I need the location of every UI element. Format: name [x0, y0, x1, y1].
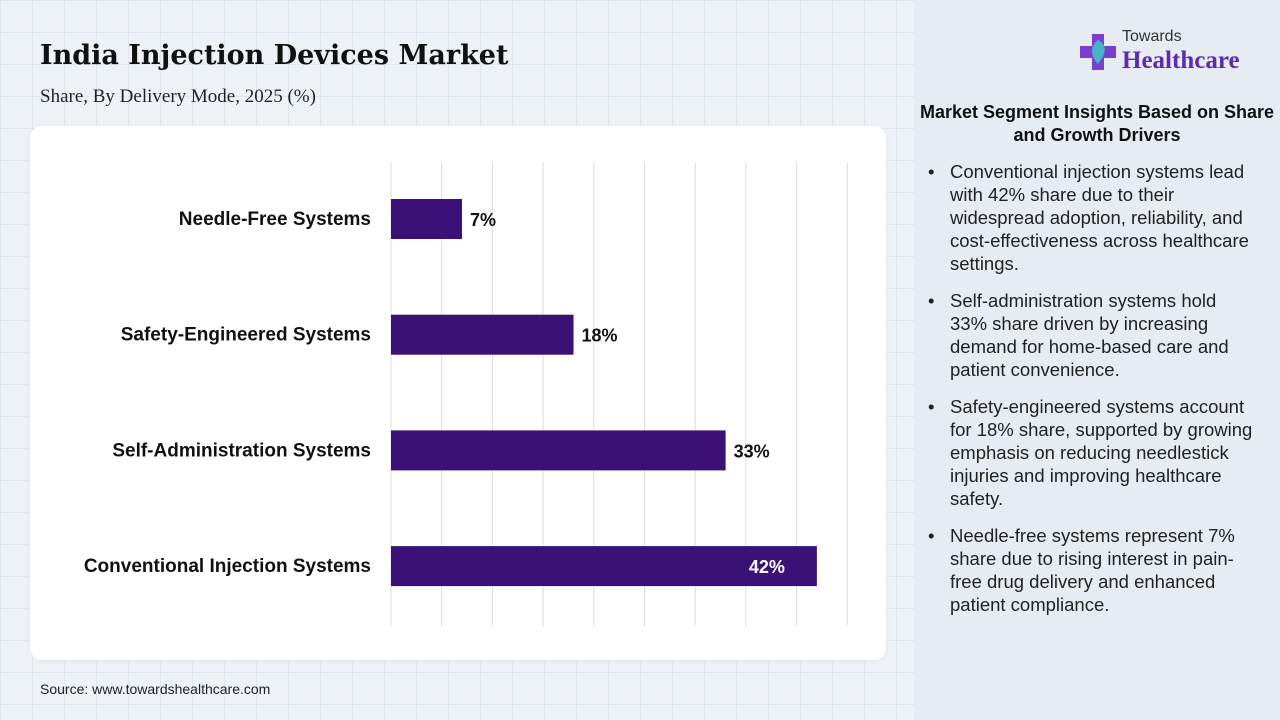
value-label: 18% — [582, 326, 618, 346]
category-label: Self-Administration Systems — [112, 440, 371, 461]
insights-title: Market Segment Insights Based on Share a… — [919, 102, 1275, 145]
category-label: Conventional Injection Systems — [84, 556, 371, 577]
bar — [391, 199, 462, 239]
value-label: 42% — [749, 557, 785, 577]
bar — [391, 430, 726, 471]
source-note: Source: www.towardshealthcare.com — [40, 681, 271, 697]
medical-cross-icon — [1080, 34, 1116, 70]
logo-text-towards: Towards — [1122, 28, 1182, 45]
grid-lines — [390, 162, 848, 626]
insights-list: Conventional injection systems lead with… — [926, 160, 1256, 630]
category-label: Needle-Free Systems — [179, 209, 371, 230]
chart-subtitle: Share, By Delivery Mode, 2025 (%) — [40, 86, 316, 107]
insight-item: Needle-free systems represent 7% share d… — [926, 524, 1256, 616]
bar — [391, 546, 817, 587]
insight-item: Safety-engineered systems account for 18… — [926, 395, 1256, 510]
bar — [391, 314, 574, 355]
chart-card: Needle-Free Systems 7% Safety-Engineered S… — [30, 126, 886, 660]
brand-logo: Towards Healthcare — [1078, 26, 1250, 78]
category-label: Safety-Engineered Systems — [121, 325, 371, 346]
bars: Needle-Free Systems 7% Safety-Engineered S… — [84, 199, 817, 587]
value-label: 33% — [734, 441, 770, 461]
insight-item: Self-administration systems hold 33% sha… — [926, 289, 1256, 381]
insight-item: Conventional injection systems lead with… — [926, 160, 1256, 275]
value-label: 7% — [470, 210, 496, 230]
insights-panel: Towards Healthcare Market Segment Insigh… — [914, 0, 1280, 720]
bar-chart: Needle-Free Systems 7% Safety-Engineered S… — [84, 162, 848, 626]
logo-text-healthcare: Healthcare — [1122, 47, 1240, 74]
chart-title: India Injection Devices Market — [40, 40, 509, 71]
